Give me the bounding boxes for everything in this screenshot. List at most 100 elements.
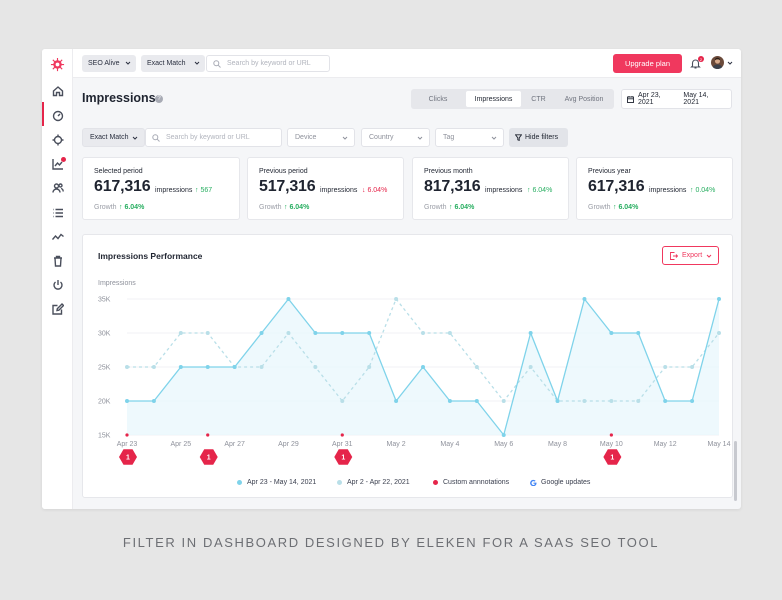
top-search-input[interactable]: Search by keyword or URL	[206, 55, 330, 72]
x-tick-label: Apr 23	[117, 441, 138, 448]
filter-match-label: Exact Match	[90, 134, 129, 141]
annotation-marker[interactable]	[199, 449, 218, 465]
notification-badge: 2	[698, 56, 704, 62]
topbar: SEO Alive Exact Match Search by keyword …	[73, 49, 741, 78]
chevron-down-icon	[194, 61, 200, 65]
device-label: Device	[295, 134, 317, 141]
target-icon[interactable]	[51, 133, 64, 146]
arrow-down-icon: ↓	[362, 187, 368, 194]
growth-label: Growth	[94, 204, 117, 211]
data-point-previous	[447, 331, 452, 335]
data-point-current	[205, 365, 210, 369]
device-select[interactable]: Device	[287, 128, 355, 147]
x-tick-label: May 6	[494, 441, 513, 448]
filter-match-select[interactable]: Exact Match	[82, 128, 145, 147]
country-select[interactable]: Country	[361, 128, 430, 147]
data-point-current	[151, 399, 156, 403]
y-tick-label: 35K	[98, 297, 111, 304]
match-type-select[interactable]: Exact Match	[141, 55, 205, 72]
legend-item-annotations[interactable]: Custom annnotations	[433, 479, 509, 486]
growth-value-text: 6.04%	[454, 204, 475, 211]
data-point-previous	[663, 365, 668, 369]
app-window: SEO Alive Exact Match Search by keyword …	[42, 49, 741, 509]
project-select-label: SEO Alive	[88, 60, 120, 67]
stat-delta: ↑ 6.04%	[527, 187, 552, 194]
annotation-marker[interactable]	[603, 449, 622, 465]
home-icon[interactable]	[51, 84, 64, 97]
tab-avg-position[interactable]: Avg Position	[564, 95, 604, 103]
project-select[interactable]: SEO Alive	[82, 55, 136, 72]
data-point-current	[447, 399, 452, 403]
avatar[interactable]	[711, 56, 724, 69]
data-point-current	[313, 331, 318, 335]
y-tick-label: 25K	[98, 365, 111, 372]
list-icon[interactable]	[51, 206, 64, 219]
date-range-picker[interactable]: Apr 23, 2021 May 14, 2021	[621, 89, 732, 109]
legend-item-google-updates[interactable]: Google updates	[530, 479, 590, 486]
filter-search-placeholder: Search by keyword or URL	[166, 134, 250, 141]
help-icon[interactable]: ?	[155, 95, 163, 103]
hide-filters-button[interactable]: Hide filters	[509, 128, 568, 147]
legend-dot	[337, 480, 342, 485]
data-point-previous	[501, 399, 506, 403]
growth-value: ↑ 6.04%	[449, 204, 474, 211]
data-point-current	[582, 297, 587, 301]
data-point-previous	[394, 297, 399, 301]
stat-card-selected: Selected period 617,316 impressions ↑ 56…	[82, 157, 240, 220]
power-icon[interactable]	[51, 278, 64, 291]
stat-label: Previous period	[259, 168, 308, 175]
annotation-dot	[125, 433, 129, 437]
legend-item-current[interactable]: Apr 23 - May 14, 2021	[237, 479, 316, 486]
chevron-down-icon[interactable]	[727, 60, 733, 66]
trash-icon[interactable]	[51, 254, 64, 267]
growth-value: ↑ 6.04%	[613, 204, 638, 211]
filter-icon	[515, 134, 522, 141]
users-icon[interactable]	[51, 181, 64, 194]
chevron-down-icon	[706, 254, 712, 258]
upgrade-plan-button[interactable]: Upgrade plan	[613, 54, 682, 73]
data-point-previous	[367, 365, 372, 369]
annotation-marker[interactable]	[334, 449, 353, 465]
trend-icon[interactable]	[51, 230, 64, 243]
date-from: Apr 23, 2021	[638, 92, 661, 106]
edit-icon[interactable]	[51, 302, 64, 315]
bell-icon[interactable]	[690, 58, 701, 69]
annotation-marker[interactable]	[119, 449, 137, 465]
data-point-current	[555, 399, 560, 403]
arrow-up-icon: ↑	[690, 187, 696, 194]
scrollbar[interactable]	[734, 441, 737, 501]
data-point-previous	[636, 399, 641, 403]
legend-dot	[237, 480, 242, 485]
data-point-current	[394, 399, 399, 403]
metric-tabs: Clicks Impressions CTR Avg Position	[411, 89, 614, 109]
stat-delta-value: 567	[200, 187, 213, 194]
x-tick-label: May 8	[548, 441, 567, 448]
x-tick-label: Apr 25	[171, 441, 192, 448]
data-point-current	[259, 331, 264, 335]
stat-delta-value: 0.04%	[695, 187, 716, 194]
tab-ctr[interactable]: CTR	[531, 95, 546, 103]
data-point-previous	[474, 365, 479, 369]
y-tick-label: 30K	[98, 331, 111, 338]
data-point-current	[609, 331, 614, 335]
arrow-up-icon: ↑	[527, 187, 533, 194]
tab-clicks[interactable]: Clicks	[428, 95, 448, 103]
dashboard-icon[interactable]	[51, 109, 64, 122]
date-to: May 14, 2021	[683, 92, 709, 106]
chart-icon[interactable]	[51, 157, 64, 170]
filter-search-input[interactable]: Search by keyword or URL	[145, 128, 282, 147]
logo-icon[interactable]	[50, 57, 65, 72]
data-point-previous	[528, 365, 533, 369]
x-tick-label: May 14	[708, 441, 731, 448]
growth-label: Growth	[259, 204, 282, 211]
tag-select[interactable]: Tag	[435, 128, 504, 147]
annotation-dot	[206, 433, 210, 437]
hide-filters-label: Hide filters	[525, 134, 559, 141]
export-button[interactable]: Export	[662, 246, 719, 265]
legend-item-previous[interactable]: Apr 2 - Apr 22, 2021	[337, 479, 410, 486]
tab-impressions[interactable]: Impressions	[466, 91, 521, 107]
data-point-current	[690, 399, 695, 403]
search-icon	[213, 60, 221, 68]
notification-dot	[61, 157, 66, 162]
legend-dot	[433, 480, 438, 485]
